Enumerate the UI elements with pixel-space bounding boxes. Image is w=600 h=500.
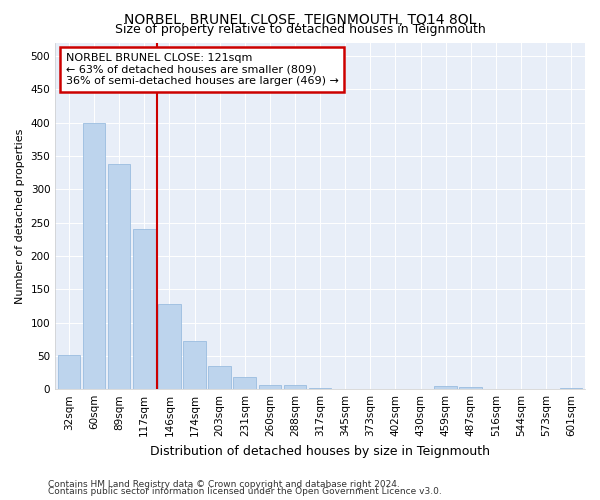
Bar [434,386,457,389]
Bar [233,377,256,389]
Bar [259,384,281,389]
Bar [359,388,382,389]
Bar [108,164,130,389]
Bar [485,388,507,389]
Bar [309,388,331,389]
Text: Contains public sector information licensed under the Open Government Licence v3: Contains public sector information licen… [48,488,442,496]
Bar [183,341,206,389]
Bar [83,122,106,389]
Bar [58,354,80,389]
Text: Contains HM Land Registry data © Crown copyright and database right 2024.: Contains HM Land Registry data © Crown c… [48,480,400,489]
Bar [560,388,583,389]
Text: NORBEL BRUNEL CLOSE: 121sqm
← 63% of detached houses are smaller (809)
36% of se: NORBEL BRUNEL CLOSE: 121sqm ← 63% of det… [66,53,338,86]
Bar [334,388,356,389]
Bar [284,385,306,389]
Bar [208,366,231,389]
Bar [384,388,407,389]
Y-axis label: Number of detached properties: Number of detached properties [15,128,25,304]
X-axis label: Distribution of detached houses by size in Teignmouth: Distribution of detached houses by size … [150,444,490,458]
Text: Size of property relative to detached houses in Teignmouth: Size of property relative to detached ho… [115,22,485,36]
Text: NORBEL, BRUNEL CLOSE, TEIGNMOUTH, TQ14 8QL: NORBEL, BRUNEL CLOSE, TEIGNMOUTH, TQ14 8… [124,12,476,26]
Bar [133,229,155,389]
Bar [460,386,482,389]
Bar [158,304,181,389]
